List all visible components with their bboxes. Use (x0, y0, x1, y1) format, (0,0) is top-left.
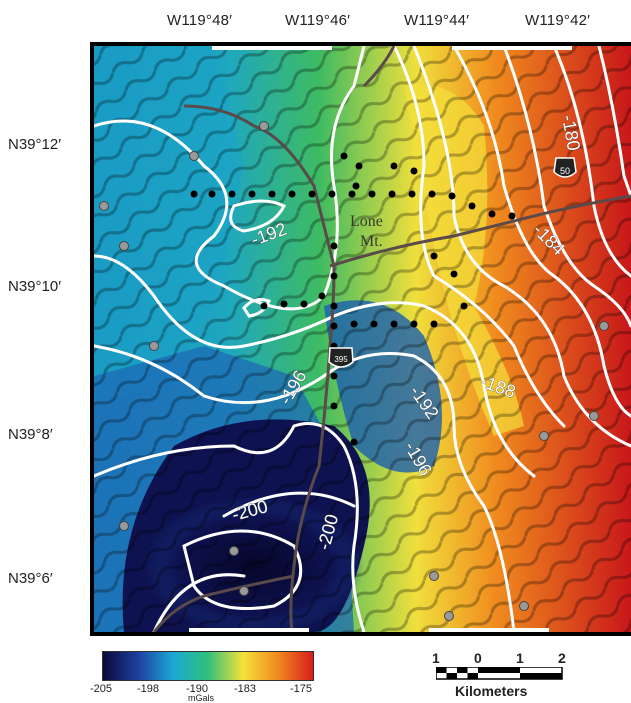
longitude-label: W119°46′ (285, 12, 351, 29)
us-50-shield: 50 (553, 157, 577, 178)
latitude-label: N39°8′ (8, 426, 53, 443)
longitude-label: W119°42′ (525, 12, 591, 29)
colorbar-unit: mGals (188, 693, 215, 703)
frame-ticks (189, 46, 572, 632)
colorbar-gradient (103, 652, 313, 680)
place-label-line: Lone (350, 213, 383, 230)
longitude-label: W119°48′ (167, 12, 233, 29)
scale-tick: 2 (558, 650, 566, 666)
latitude-label: N39°12′ (8, 136, 62, 153)
scale-tick: 0 (474, 650, 482, 666)
colorbar-tick: -175 (290, 683, 313, 695)
svg-text:395: 395 (334, 355, 348, 364)
scale-bar-title: Kilometers (455, 683, 528, 699)
longitude-label: W119°44′ (404, 12, 470, 29)
colorbar-tick: -205 (90, 683, 113, 695)
svg-text:50: 50 (560, 166, 570, 176)
relief-shading (94, 46, 631, 632)
us-395-shield: 395 (328, 347, 354, 368)
benchmark-markers (99, 121, 609, 621)
roads (152, 46, 631, 632)
gravity-contours (94, 46, 631, 632)
scale-tick: 1 (432, 650, 440, 666)
scale-bar (436, 667, 563, 680)
scale-tick: 1 (516, 650, 524, 666)
gravity-map[interactable]: -180 -184 -188 -192 -192 -196 -196 -200 … (90, 42, 631, 636)
place-label-line: Mt. (360, 233, 383, 250)
latitude-label: N39°10′ (8, 278, 62, 295)
colorbar-tick: -183 (234, 683, 257, 695)
colorbar-tick: -190 (186, 683, 209, 695)
colorbar (102, 651, 314, 681)
place-label-lone-mt: Lone Mt. (350, 213, 383, 250)
latitude-label: N39°6′ (8, 570, 53, 587)
colorbar-tick: -198 (137, 683, 160, 695)
